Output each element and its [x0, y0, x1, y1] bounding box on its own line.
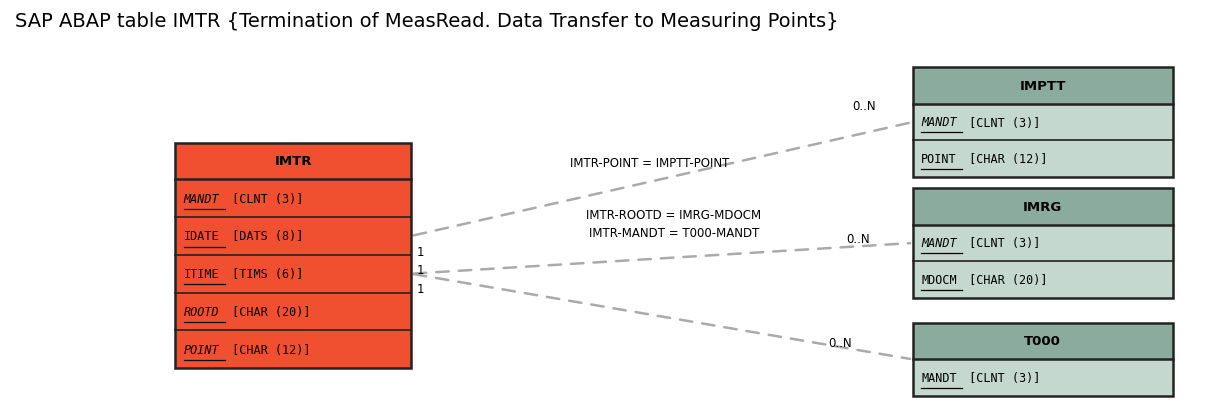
Text: IMTR-POINT = IMPTT-POINT: IMTR-POINT = IMPTT-POINT: [571, 157, 729, 170]
Text: [CLNT (3)]: [CLNT (3)]: [225, 192, 303, 205]
FancyBboxPatch shape: [175, 143, 411, 180]
FancyBboxPatch shape: [175, 218, 411, 255]
FancyBboxPatch shape: [175, 330, 411, 368]
FancyBboxPatch shape: [175, 293, 411, 330]
Text: 0..N: 0..N: [852, 100, 877, 113]
FancyBboxPatch shape: [913, 225, 1173, 262]
Text: [CHAR (20)]: [CHAR (20)]: [225, 305, 310, 318]
Text: ITIME: ITIME: [184, 267, 219, 281]
Text: IMTR-MANDT = T000-MANDT: IMTR-MANDT = T000-MANDT: [589, 227, 759, 240]
Text: 0..N: 0..N: [828, 337, 852, 350]
Text: IMTR: IMTR: [274, 155, 312, 168]
FancyBboxPatch shape: [913, 359, 1173, 396]
Text: [CLNT (3)]: [CLNT (3)]: [962, 237, 1041, 250]
FancyBboxPatch shape: [175, 180, 411, 218]
Text: MANDT: MANDT: [184, 192, 219, 205]
Text: [TIMS (6)]: [TIMS (6)]: [225, 267, 303, 281]
FancyBboxPatch shape: [913, 262, 1173, 299]
FancyBboxPatch shape: [913, 141, 1173, 178]
Text: 1: 1: [417, 245, 424, 258]
Text: [CHAR (12)]: [CHAR (12)]: [225, 343, 310, 356]
Text: T000: T000: [1024, 335, 1062, 348]
Text: [CLNT (3)]: [CLNT (3)]: [962, 116, 1041, 129]
Text: IMPTT: IMPTT: [1019, 80, 1066, 93]
FancyBboxPatch shape: [913, 104, 1173, 141]
FancyBboxPatch shape: [913, 68, 1173, 104]
Text: 0..N: 0..N: [846, 233, 870, 246]
Text: 1: 1: [417, 263, 424, 276]
Text: [CHAR (12)]: [CHAR (12)]: [962, 153, 1047, 166]
Text: SAP ABAP table IMTR {Termination of MeasRead. Data Transfer to Measuring Points}: SAP ABAP table IMTR {Termination of Meas…: [15, 12, 838, 31]
Text: MDOCM: MDOCM: [921, 274, 956, 287]
Text: [CLNT (3)]: [CLNT (3)]: [962, 371, 1041, 384]
Text: IMRG: IMRG: [1023, 200, 1063, 213]
Text: POINT: POINT: [921, 153, 956, 166]
Text: MANDT: MANDT: [921, 371, 956, 384]
Text: IDATE: IDATE: [184, 230, 219, 243]
Text: IMTR-ROOTD = IMRG-MDOCM: IMTR-ROOTD = IMRG-MDOCM: [586, 208, 762, 221]
Text: MANDT: MANDT: [921, 237, 956, 250]
Text: [CHAR (20)]: [CHAR (20)]: [962, 274, 1047, 287]
Text: [DATS (8)]: [DATS (8)]: [225, 230, 303, 243]
FancyBboxPatch shape: [175, 255, 411, 293]
Text: POINT: POINT: [184, 343, 219, 356]
Text: 1: 1: [417, 282, 424, 295]
Text: ROOTD: ROOTD: [184, 305, 219, 318]
FancyBboxPatch shape: [913, 189, 1173, 225]
FancyBboxPatch shape: [913, 323, 1173, 359]
Text: MANDT: MANDT: [921, 116, 956, 129]
